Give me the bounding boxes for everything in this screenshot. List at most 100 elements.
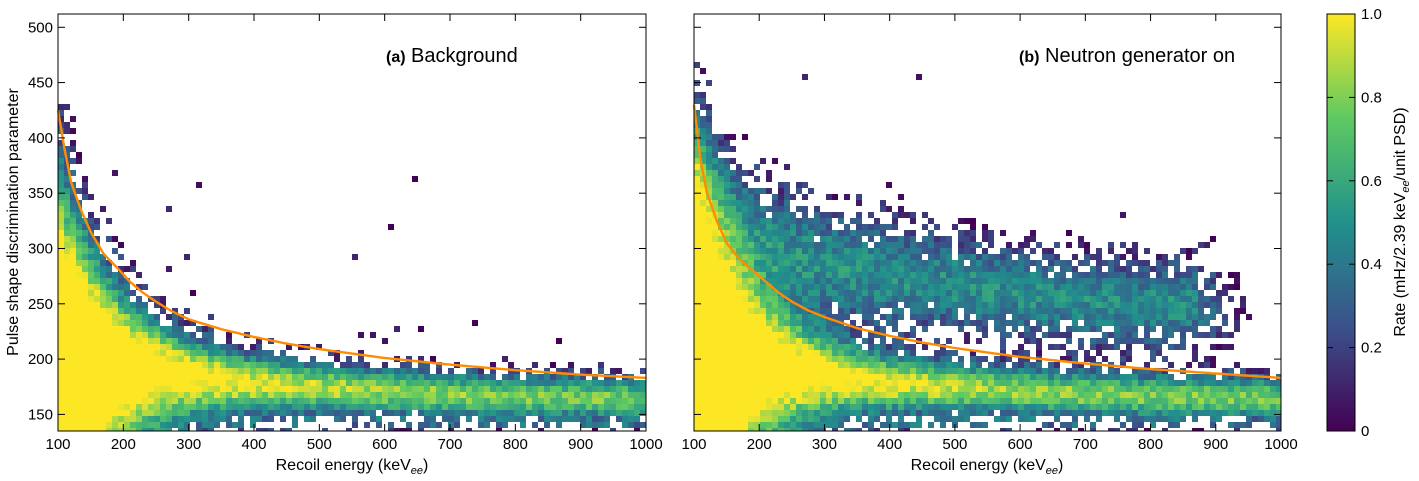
heatmap-cell <box>1006 242 1012 248</box>
heatmap-cell <box>1156 338 1162 344</box>
heatmap-cell <box>1150 374 1156 380</box>
heatmap-cell <box>970 290 976 296</box>
heatmap-cell <box>706 134 712 140</box>
heatmap-cell <box>916 386 922 392</box>
heatmap-cell <box>256 362 262 368</box>
heatmap-cell <box>76 278 82 284</box>
heatmap-cell <box>1012 410 1018 416</box>
heatmap-cell <box>946 314 952 320</box>
heatmap-cell <box>232 374 238 380</box>
heatmap-cell <box>700 314 706 320</box>
heatmap-cell <box>496 422 502 428</box>
heatmap-cell <box>898 314 904 320</box>
heatmap-cell <box>922 368 928 374</box>
heatmap-cell <box>1114 320 1120 326</box>
heatmap-cell <box>310 386 316 392</box>
heatmap-cell <box>1132 368 1138 374</box>
heatmap-cell <box>88 314 94 320</box>
heatmap-cell <box>1024 320 1030 326</box>
heatmap-cell <box>232 350 238 356</box>
heatmap-cell <box>154 320 160 326</box>
heatmap-cell <box>1216 392 1222 398</box>
heatmap-cell <box>922 302 928 308</box>
heatmap-cell <box>538 410 544 416</box>
heatmap-cell <box>928 278 934 284</box>
heatmap-cell <box>82 308 88 314</box>
heatmap-cell <box>718 248 724 254</box>
heatmap-cell <box>124 410 130 416</box>
heatmap-cell <box>730 320 736 326</box>
heatmap-cell <box>1030 290 1036 296</box>
heatmap-cell <box>1018 308 1024 314</box>
heatmap-cell <box>898 338 904 344</box>
heatmap-cell <box>142 416 148 422</box>
heatmap-cell <box>268 380 274 386</box>
heatmap-cell <box>970 374 976 380</box>
heatmap-cell <box>1186 374 1192 380</box>
heatmap-cell <box>754 206 760 212</box>
heatmap-cell <box>778 224 784 230</box>
heatmap-cell <box>178 326 184 332</box>
heatmap-cell <box>424 416 430 422</box>
heatmap-cell <box>76 248 82 254</box>
heatmap-cell <box>1240 380 1246 386</box>
heatmap-cell <box>934 224 940 230</box>
heatmap-cell <box>1186 308 1192 314</box>
heatmap-cell <box>1036 362 1042 368</box>
heatmap-cell <box>70 368 76 374</box>
heatmap-cell <box>142 392 148 398</box>
heatmap-cell <box>130 410 136 416</box>
heatmap-cell <box>1000 356 1006 362</box>
heatmap-cell <box>778 296 784 302</box>
heatmap-cell <box>850 386 856 392</box>
heatmap-cell <box>1210 392 1216 398</box>
heatmap-cell <box>760 326 766 332</box>
heatmap-cell <box>1060 266 1066 272</box>
heatmap-cell <box>256 410 262 416</box>
heatmap-cell <box>886 398 892 404</box>
heatmap-cell <box>208 374 214 380</box>
heatmap-cell <box>70 212 76 218</box>
heatmap-cell <box>718 416 724 422</box>
heatmap-cell <box>826 386 832 392</box>
heatmap-cell <box>58 308 64 314</box>
heatmap-cell <box>88 194 94 200</box>
heatmap-cell <box>796 368 802 374</box>
heatmap-cell <box>196 368 202 374</box>
heatmap-cell <box>118 428 124 431</box>
heatmap-cell <box>1012 380 1018 386</box>
heatmap-cell <box>694 164 700 170</box>
heatmap-cell <box>766 344 772 350</box>
heatmap-cell <box>694 428 700 431</box>
heatmap-cell <box>700 278 706 284</box>
heatmap-cell <box>1180 290 1186 296</box>
heatmap-cell <box>700 356 706 362</box>
heatmap-cell <box>1252 380 1258 386</box>
heatmap-cell <box>760 368 766 374</box>
heatmap-cell <box>436 392 442 398</box>
heatmap-cell <box>892 350 898 356</box>
heatmap-cell <box>718 338 724 344</box>
heatmap-cell <box>1000 248 1006 254</box>
heatmap-cell <box>1054 320 1060 326</box>
heatmap-cell <box>742 344 748 350</box>
heatmap-cell <box>874 272 880 278</box>
heatmap-cell <box>250 410 256 416</box>
heatmap-cell <box>250 392 256 398</box>
heatmap-cell <box>82 182 88 188</box>
heatmap-cell <box>226 416 232 422</box>
heatmap-cell <box>802 266 808 272</box>
heatmap-cell <box>736 428 742 431</box>
heatmap-cell <box>754 356 760 362</box>
heatmap-cell <box>538 386 544 392</box>
heatmap-cell <box>1174 392 1180 398</box>
heatmap-cell <box>562 410 568 416</box>
heatmap-cell <box>112 422 118 428</box>
heatmap-cell <box>1036 380 1042 386</box>
heatmap-cell <box>706 374 712 380</box>
heatmap-cell <box>532 404 538 410</box>
heatmap-cell <box>238 350 244 356</box>
heatmap-cell <box>1030 416 1036 422</box>
heatmap-cell <box>772 326 778 332</box>
heatmap-cell <box>1030 230 1036 236</box>
